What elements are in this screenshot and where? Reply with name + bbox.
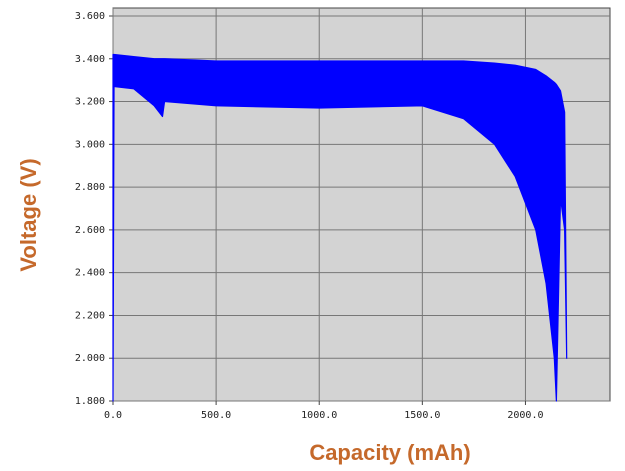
voltage-band	[112, 53, 568, 402]
y-tick-label: 2.400	[75, 268, 105, 279]
y-tick-label: 2.800	[75, 182, 105, 193]
y-tick-label: 3.400	[75, 54, 105, 65]
y-tick-label: 3.200	[75, 97, 105, 108]
x-axis-title: Capacity (mAh)	[309, 440, 470, 465]
x-tick-label: 1500.0	[404, 410, 440, 421]
x-tick-label: 2000.0	[507, 410, 543, 421]
y-tick-label: 1.800	[75, 396, 105, 407]
x-tick-label: 0.0	[104, 410, 122, 421]
y-axis-title: Voltage (V)	[16, 158, 41, 271]
y-tick-label: 2.200	[75, 310, 105, 321]
y-tick-label: 2.600	[75, 225, 105, 236]
x-tick-label: 1000.0	[301, 410, 337, 421]
x-tick-label: 500.0	[201, 410, 231, 421]
y-tick-label: 3.600	[75, 11, 105, 22]
y-tick-label: 2.000	[75, 353, 105, 364]
y-tick-label: 3.000	[75, 139, 105, 150]
